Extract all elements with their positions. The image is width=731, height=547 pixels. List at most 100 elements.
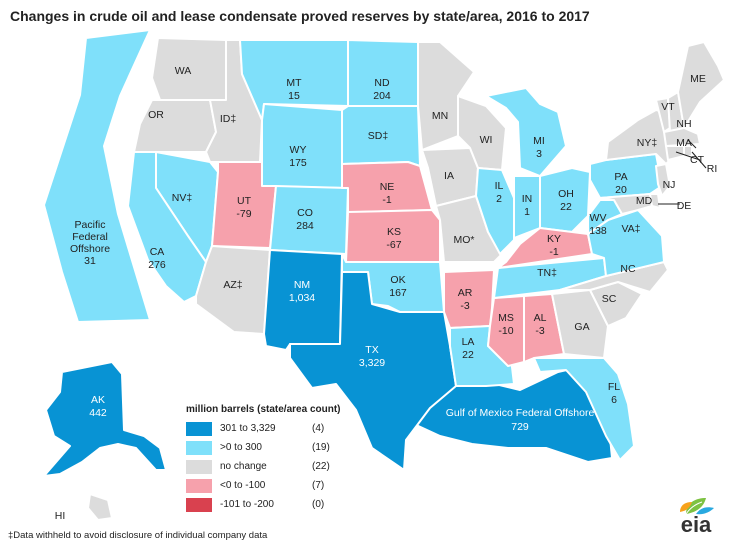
label-oh-value: 22 — [560, 201, 572, 213]
label-nv-name: NV‡ — [172, 192, 193, 204]
label-nd-value: 204 — [373, 90, 391, 102]
legend-item: 301 to 3,329 (4) — [186, 419, 341, 438]
legend-label: -101 to -200 — [220, 499, 274, 510]
label-la-value: 22 — [462, 349, 474, 361]
label-oh-name: OH — [558, 188, 574, 200]
label-wy-name: WY — [290, 144, 307, 156]
label-va-name: VA‡ — [621, 223, 640, 235]
label-wi-name: WI — [480, 134, 493, 146]
legend-swatch — [186, 459, 212, 474]
legend-swatch — [186, 497, 212, 512]
label-ct-name: CT — [690, 154, 705, 166]
leaf-icon — [680, 498, 714, 515]
label-wa-name: WA — [175, 65, 192, 77]
label-gom-name: Gulf of Mexico Federal Offshore — [446, 407, 595, 419]
label-tn-name: TN‡ — [537, 267, 557, 279]
label-al-name: AL — [534, 312, 547, 324]
label-me-name: ME — [690, 73, 706, 85]
label-in-name: IN — [522, 193, 533, 205]
footnote: ‡Data withheld to avoid disclosure of in… — [8, 530, 268, 541]
label-mo-name: MO* — [454, 234, 475, 246]
legend-swatch — [186, 421, 212, 436]
label-sd-name: SD‡ — [368, 130, 389, 142]
label-in-value: 1 — [524, 206, 530, 218]
label-wv-name: WV — [590, 212, 607, 224]
state-al — [523, 293, 565, 363]
legend-swatch — [186, 440, 212, 455]
label-ak-name: AK — [91, 394, 105, 406]
label-ne-name: NE — [380, 181, 395, 193]
label-ks-value: -67 — [386, 239, 401, 251]
state-hi — [87, 493, 113, 521]
label-id-name: ID‡ — [220, 113, 237, 125]
label-gom-value: 729 — [511, 421, 529, 433]
label-pfo-name-2: Offshore — [70, 243, 110, 255]
label-pfo-name-1: Federal — [72, 231, 108, 243]
legend-swatch — [186, 478, 212, 493]
label-nj-name: NJ — [663, 179, 676, 191]
legend-count: (22) — [312, 461, 330, 472]
label-ri-name: RI — [707, 163, 718, 175]
label-nm-value: 1,034 — [289, 292, 315, 304]
label-ok-name: OK — [390, 274, 405, 286]
label-ia-name: IA — [444, 170, 454, 182]
label-de-name: DE — [677, 200, 692, 212]
legend-item: >0 to 300 (19) — [186, 438, 341, 457]
label-co-value: 284 — [296, 220, 314, 232]
label-co-name: CO — [297, 207, 313, 219]
state-me — [677, 41, 725, 129]
region-pacific-offshore — [43, 29, 151, 323]
legend-count: (7) — [312, 480, 325, 491]
label-ky-name: KY — [547, 233, 561, 245]
label-tx-value: 3,329 — [359, 357, 385, 369]
label-ut-name: UT — [237, 195, 252, 207]
logo-text: eia — [680, 512, 712, 537]
state-mi — [485, 87, 567, 177]
state-ar — [443, 269, 495, 329]
state-il — [475, 167, 515, 255]
state-ri — [683, 145, 693, 157]
legend-count: (4) — [312, 423, 325, 434]
label-ky-value: -1 — [549, 246, 558, 258]
label-vt-name: VT — [661, 101, 675, 113]
label-ca-value: 276 — [148, 259, 166, 271]
legend-label: 301 to 3,329 — [220, 423, 276, 434]
legend-count: (0) — [312, 499, 325, 510]
legend-title: million barrels (state/area count) — [186, 404, 341, 415]
legend-item: <0 to -100 (7) — [186, 476, 341, 495]
state-ks — [345, 209, 441, 263]
label-nh-name: NH — [676, 118, 691, 130]
label-fl-value: 6 — [611, 394, 617, 406]
label-wv-value: 138 — [589, 225, 607, 237]
legend-label: >0 to 300 — [220, 442, 262, 453]
label-nd-name: ND — [374, 77, 390, 89]
label-fl-name: FL — [608, 381, 620, 393]
label-hi-name: HI — [55, 510, 66, 522]
label-mn-name: MN — [432, 110, 448, 122]
label-ne-value: -1 — [382, 194, 391, 206]
label-ok-value: 167 — [389, 287, 407, 299]
label-ms-value: -10 — [498, 325, 513, 337]
label-mt-name: MT — [286, 77, 302, 89]
label-ny-name: NY‡ — [637, 137, 658, 149]
state-de — [649, 193, 661, 209]
label-mi-value: 3 — [536, 148, 542, 160]
map-title: Changes in crude oil and lease condensat… — [10, 8, 590, 24]
label-pfo-name-0: Pacific — [75, 219, 106, 231]
label-ut-value: -79 — [236, 208, 251, 220]
ct-leader — [675, 151, 701, 161]
label-ma-name: MA — [676, 137, 692, 149]
label-pfo-value: 31 — [84, 255, 96, 267]
state-nj — [655, 163, 671, 197]
label-al-value: -3 — [535, 325, 544, 337]
state-ky — [497, 227, 593, 269]
label-la-name: LA — [462, 336, 475, 348]
legend-item: no change (22) — [186, 457, 341, 476]
label-wy-value: 175 — [289, 157, 307, 169]
label-il-value: 2 — [496, 193, 502, 205]
state-or — [133, 99, 217, 153]
label-pa-value: 20 — [615, 184, 627, 196]
label-sc-name: SC — [602, 293, 617, 305]
state-fl — [533, 357, 635, 461]
